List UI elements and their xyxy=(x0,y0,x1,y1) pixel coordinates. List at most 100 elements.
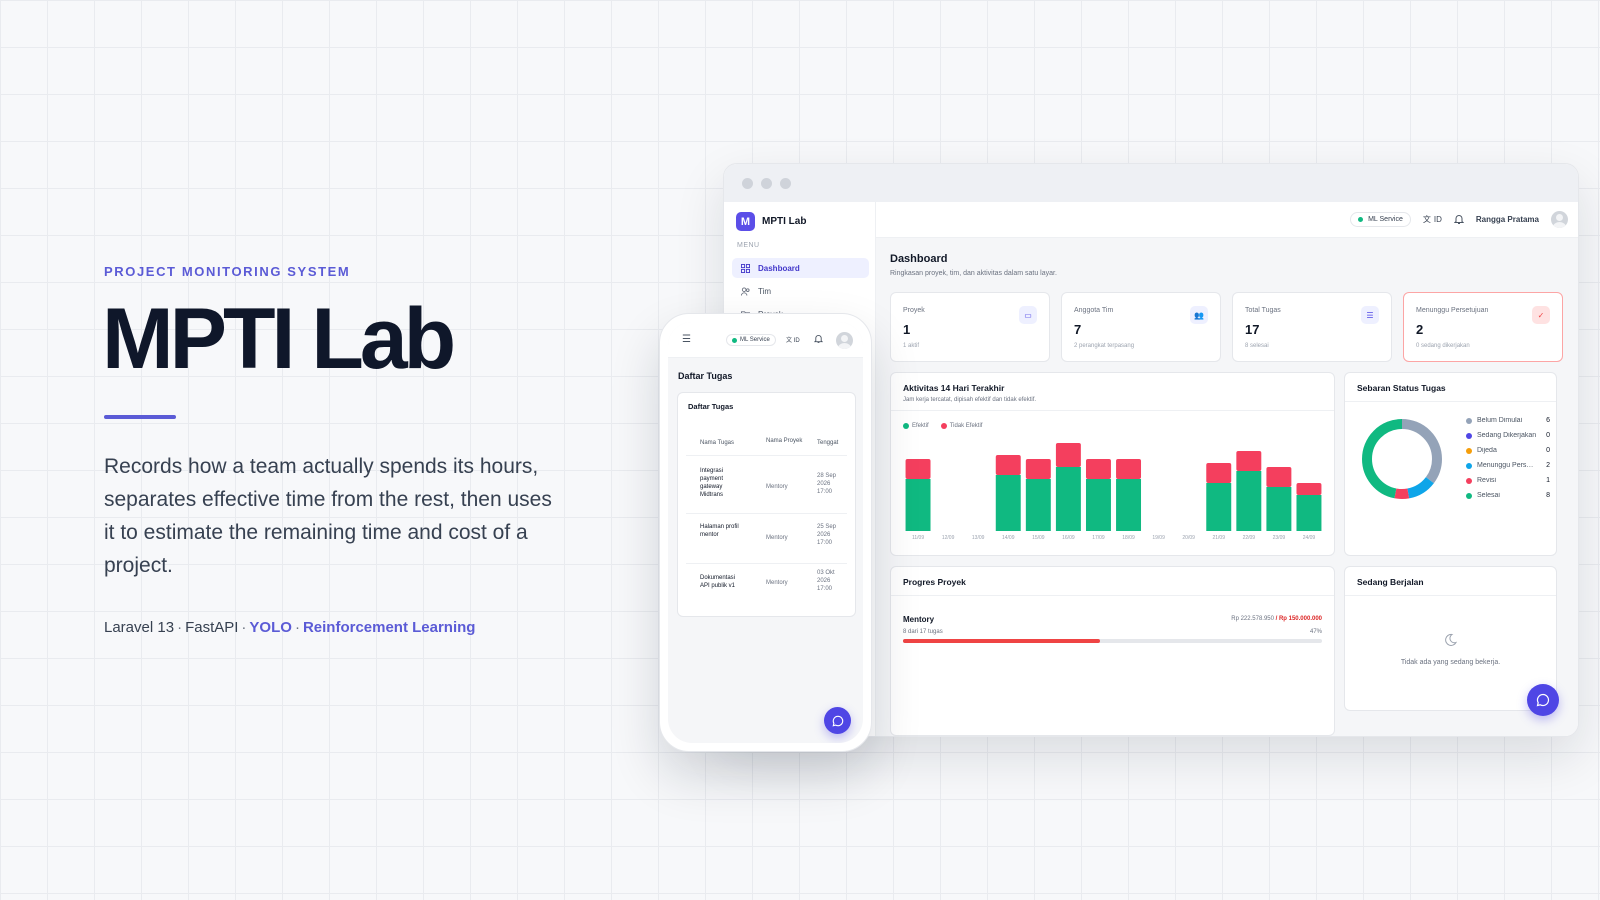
main-content: Dashboard Ringkasan proyek, tim, dan akt… xyxy=(876,238,1578,736)
sidebar-item-dashboard[interactable]: Dashboard xyxy=(732,258,869,278)
avatar[interactable] xyxy=(1551,211,1568,228)
card-divider xyxy=(1345,401,1556,402)
grid-icon xyxy=(741,263,750,273)
bar-tidak-efektif-18/09[interactable] xyxy=(1116,459,1142,479)
bell-icon[interactable] xyxy=(814,334,823,344)
user-name[interactable]: Rangga Pratama xyxy=(1475,215,1539,224)
stat-value: 2 xyxy=(1416,322,1424,337)
status-swatch xyxy=(1466,417,1472,424)
stat-value: 7 xyxy=(1074,322,1082,337)
progress-title: Progres Proyek xyxy=(903,577,966,587)
avatar[interactable] xyxy=(836,332,853,349)
ml-service-label: ML Service xyxy=(1368,216,1403,223)
language-switch[interactable]: 文 ID xyxy=(786,335,800,344)
brand[interactable]: M MPTI Lab xyxy=(736,212,806,231)
ml-service-status[interactable]: ML Service xyxy=(726,334,776,346)
column-header-project[interactable]: Nama Proyek xyxy=(766,438,803,444)
stat-subtext: 0 sedang dikerjakan xyxy=(1416,343,1470,349)
status-swatch xyxy=(1466,492,1472,499)
status-count: 8 xyxy=(1546,492,1550,499)
bar-efektif-17/09[interactable] xyxy=(1085,479,1111,531)
bar-efektif-21/09[interactable] xyxy=(1206,483,1232,531)
chat-button[interactable] xyxy=(824,707,851,734)
donut-slice-revisi[interactable] xyxy=(1362,419,1442,499)
chat-button[interactable] xyxy=(1527,684,1559,716)
bar-efektif-22/09[interactable] xyxy=(1236,471,1262,531)
status-item[interactable]: Sedang Dikerjakan 0 xyxy=(1466,432,1550,439)
bar-tidak-efektif-14/09[interactable] xyxy=(995,455,1021,475)
bar-tidak-efektif-11/09[interactable] xyxy=(905,459,931,479)
task-name: Integrasi payment gateway Midtrans xyxy=(700,468,724,498)
project-task-count: 8 dari 17 tugas xyxy=(903,629,943,635)
status-item[interactable]: Belum Dimulai 6 xyxy=(1466,417,1550,424)
hamburger-icon[interactable]: ☰ xyxy=(682,334,691,345)
x-tick-label: 22/09 xyxy=(1243,535,1256,541)
status-item[interactable]: Menunggu Persetujuan 2 xyxy=(1466,462,1550,469)
status-item[interactable]: Revisi 1 xyxy=(1466,477,1550,484)
running-empty-text: Tidak ada yang sedang bekerja. xyxy=(1400,659,1501,666)
table-row[interactable] xyxy=(686,455,847,456)
window-dot-close[interactable] xyxy=(742,177,753,189)
chat-icon xyxy=(832,715,843,726)
stat-card-proyek[interactable]: Proyek 1 1 aktif ▭ xyxy=(890,292,1050,362)
translate-icon: 文 xyxy=(786,338,793,344)
table-row[interactable] xyxy=(686,563,847,564)
stat-card-anggota-tim[interactable]: Anggota Tim 7 2 perangkat terpasang 👥 xyxy=(1061,292,1221,362)
bell-icon[interactable] xyxy=(1453,214,1464,225)
sidebar-item-tim[interactable]: Tim xyxy=(732,281,869,301)
running-card: Sedang Berjalan Tidak ada yang sedang be… xyxy=(1344,566,1557,711)
budget-used: Rp 222.578.950 xyxy=(1231,616,1274,622)
legend-tidak-efektif[interactable]: Tidak Efektif xyxy=(940,423,982,429)
stack-yolo: YOLO xyxy=(249,619,292,636)
stat-card-total-tugas[interactable]: Total Tugas 17 8 selesai ☰ xyxy=(1232,292,1392,362)
window-dot-minimize[interactable] xyxy=(761,177,772,189)
window-dot-maximize[interactable] xyxy=(780,177,791,189)
hero-title: MPTI Lab xyxy=(102,291,456,387)
tech-stack: Laravel 13 · FastAPI · YOLO · Reinforcement Le… xyxy=(104,619,476,636)
bar-efektif-16/09[interactable] xyxy=(1055,467,1081,531)
bar-efektif-15/09[interactable] xyxy=(1025,479,1051,531)
bar-tidak-efektif-15/09[interactable] xyxy=(1025,459,1051,479)
ml-service-status[interactable]: ML Service xyxy=(1350,212,1411,227)
status-card: Sebaran Status Tugas Belum Dimulai 6 Sedan… xyxy=(1344,372,1557,556)
mobile-screen: ☰ ML Service 文 ID Daftar Tugas Daftar Tu… xyxy=(668,322,863,743)
stat-card-menunggu-persetujuan[interactable]: Menunggu Persetujuan 2 0 sedang dikerjak… xyxy=(1403,292,1563,362)
status-dot xyxy=(1358,217,1364,222)
bar-efektif-14/09[interactable] xyxy=(995,475,1021,531)
running-title: Sedang Berjalan xyxy=(1357,577,1424,587)
bar-efektif-18/09[interactable] xyxy=(1116,479,1142,531)
list-icon: ☰ xyxy=(1361,306,1379,324)
bar-tidak-efektif-16/09[interactable] xyxy=(1055,443,1081,467)
column-header-task[interactable]: Nama Tugas xyxy=(700,440,735,446)
bar-efektif-24/09[interactable] xyxy=(1296,495,1322,531)
activity-title: Aktivitas 14 Hari Terakhir xyxy=(903,383,1005,393)
bar-tidak-efektif-17/09[interactable] xyxy=(1085,459,1111,479)
bar-tidak-efektif-21/09[interactable] xyxy=(1206,463,1232,483)
menu-caption: MENU xyxy=(737,242,760,249)
sidebar-item-label: Tim xyxy=(758,286,772,296)
legend-efektif[interactable]: Efektif xyxy=(903,423,929,429)
legend-swatch xyxy=(903,423,909,429)
bar-efektif-23/09[interactable] xyxy=(1266,487,1292,531)
bar-tidak-efektif-23/09[interactable] xyxy=(1266,467,1292,487)
task-due: 03 Okt 2026 17:00 xyxy=(817,570,835,592)
bar-tidak-efektif-22/09[interactable] xyxy=(1236,451,1262,471)
status-count: 0 xyxy=(1546,447,1550,454)
task-project: Mentory xyxy=(766,484,788,490)
column-header-due[interactable]: Tenggat xyxy=(817,440,839,446)
mobile-device: ☰ ML Service 文 ID Daftar Tugas Daftar Tu… xyxy=(659,313,872,752)
table-row[interactable] xyxy=(686,513,847,514)
project-name[interactable]: Mentory xyxy=(903,615,935,624)
task-name: Dokumentasi API publik v1 xyxy=(700,575,736,589)
x-tick-label: 15/09 xyxy=(1032,535,1045,541)
progress-fill xyxy=(903,639,1100,643)
task-due: 28 Sep 2026 17:00 xyxy=(817,473,837,495)
bar-efektif-11/09[interactable] xyxy=(905,479,931,531)
status-item[interactable]: Selesai 8 xyxy=(1466,492,1550,499)
x-tick-label: 20/09 xyxy=(1182,535,1195,541)
bar-tidak-efektif-24/09[interactable] xyxy=(1296,483,1322,495)
language-switch[interactable]: 文 ID xyxy=(1423,214,1442,225)
project-budget: Rp 222.578.950 / Rp 150.000.000 xyxy=(1231,616,1322,622)
status-item[interactable]: Dijeda 0 xyxy=(1466,447,1550,454)
donut-slice-selesai[interactable] xyxy=(1362,419,1442,499)
